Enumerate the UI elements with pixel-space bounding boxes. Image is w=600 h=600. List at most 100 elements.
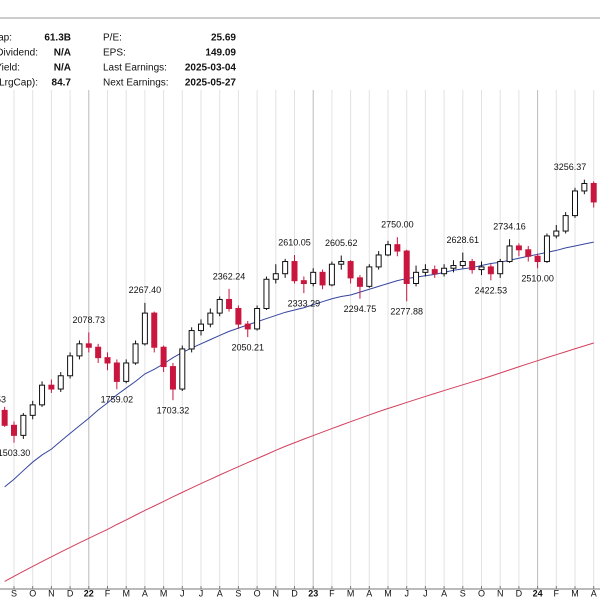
candle-body: [85, 343, 92, 348]
candle-body: [572, 190, 578, 217]
x-tick-label: N: [497, 588, 504, 598]
candle-body: [319, 271, 326, 286]
candle-body: [188, 330, 195, 350]
x-tick-label: A: [142, 588, 148, 598]
candle-body: [291, 261, 298, 282]
candle-body: [169, 366, 176, 390]
x-tick-label: A: [217, 588, 223, 598]
x-tick-label: O: [254, 588, 261, 598]
low-label: 1759.02: [101, 395, 134, 405]
candle-body: [95, 346, 102, 359]
x-tick-label: S: [235, 588, 241, 598]
candle-body: [132, 343, 139, 364]
x-tick-label: 22: [84, 588, 94, 598]
x-tick-label: F: [554, 588, 560, 598]
x-tick-label: O: [29, 588, 36, 598]
high-label: 2362.24: [213, 271, 246, 281]
candle-body: [581, 182, 588, 192]
candle-body: [431, 269, 438, 275]
candle-body: [543, 235, 550, 263]
high-label: 2628.61: [447, 235, 480, 245]
candle-body: [254, 307, 261, 330]
x-tick-label: A: [366, 588, 372, 598]
stat-label: EPS:: [103, 48, 126, 59]
stat-value: N/A: [54, 48, 71, 59]
x-tick-label: M: [347, 588, 355, 598]
candle-body: [179, 348, 186, 390]
x-tick-label: M: [160, 588, 168, 598]
x-tick-label: D: [516, 588, 523, 598]
candle-body: [310, 271, 317, 284]
x-tick-label: J: [423, 588, 428, 598]
stat-label: Yield:: [0, 63, 20, 74]
candle-body: [450, 265, 457, 269]
stat-label: ap:: [0, 33, 12, 44]
stat-label: Dividend:: [0, 48, 38, 59]
x-tick-label: J: [199, 588, 204, 598]
low-label: 2277.88: [390, 307, 423, 317]
candle-body: [272, 273, 279, 280]
x-tick-label: A: [591, 588, 597, 598]
high-label: 2610.05: [278, 237, 311, 247]
candle-body: [338, 261, 345, 265]
candle-body: [263, 278, 270, 309]
x-tick-label: 24: [533, 588, 543, 598]
high-label: 3256.37: [554, 162, 587, 172]
candle-body: [67, 355, 74, 377]
candle-body: [553, 230, 560, 237]
low-label: 2333.29: [288, 298, 321, 308]
stat-value: N/A: [54, 63, 71, 74]
candle-body: [328, 263, 335, 286]
high-label: 2750.00: [381, 220, 414, 230]
candle-body: [413, 271, 420, 284]
candle-body: [216, 298, 223, 314]
low-label: 2050.21: [231, 342, 264, 352]
moving-average-line: [4, 241, 594, 488]
x-tick-label: F: [105, 588, 111, 598]
x-tick-label: D: [67, 588, 74, 598]
candle-body: [590, 182, 597, 203]
candle-body: [160, 346, 167, 368]
low-label: 1703.32: [157, 406, 190, 416]
candle-body: [151, 312, 158, 348]
stat-value: 25.69: [211, 33, 236, 44]
x-tick-label: S: [11, 588, 17, 598]
moving-average-line: [4, 342, 594, 582]
candle-body: [385, 244, 391, 256]
stat-label: Next Earnings:: [103, 78, 169, 89]
stat-value: 61.3B: [44, 33, 71, 44]
candle-body: [198, 323, 204, 332]
candle-body: [366, 266, 373, 287]
candle-body: [39, 384, 46, 406]
candle-body: [235, 307, 242, 325]
candle-body: [394, 244, 401, 252]
x-tick-label: J: [180, 588, 185, 598]
high-label: 2605.62: [325, 238, 358, 248]
stat-value: 2025-03-04: [185, 63, 237, 74]
low-label: 2422.53: [475, 286, 508, 296]
stat-label: Last Earnings:: [103, 63, 167, 74]
candle-body: [48, 384, 55, 390]
candle-body: [375, 254, 382, 268]
candle-body: [226, 298, 233, 309]
candle-body: [57, 375, 64, 390]
candle-body: [11, 424, 17, 436]
candle-body: [525, 249, 532, 257]
high-label: 2078.73: [73, 315, 106, 325]
high-label: 2734.16: [493, 222, 526, 232]
stat-label: (LrgCap):: [0, 78, 38, 89]
candle-body: [29, 404, 36, 416]
candle-body: [123, 362, 130, 382]
x-tick-label: N: [273, 588, 280, 598]
candle-body: [478, 266, 485, 271]
candle-body: [469, 261, 476, 271]
candle-body: [1, 409, 8, 426]
stat-value: 149.09: [205, 48, 236, 59]
candle-body: [403, 250, 410, 284]
x-tick-label: J: [404, 588, 409, 598]
x-tick-label: M: [122, 588, 130, 598]
candle-body: [347, 261, 354, 279]
low-label: 2294.75: [344, 304, 377, 314]
